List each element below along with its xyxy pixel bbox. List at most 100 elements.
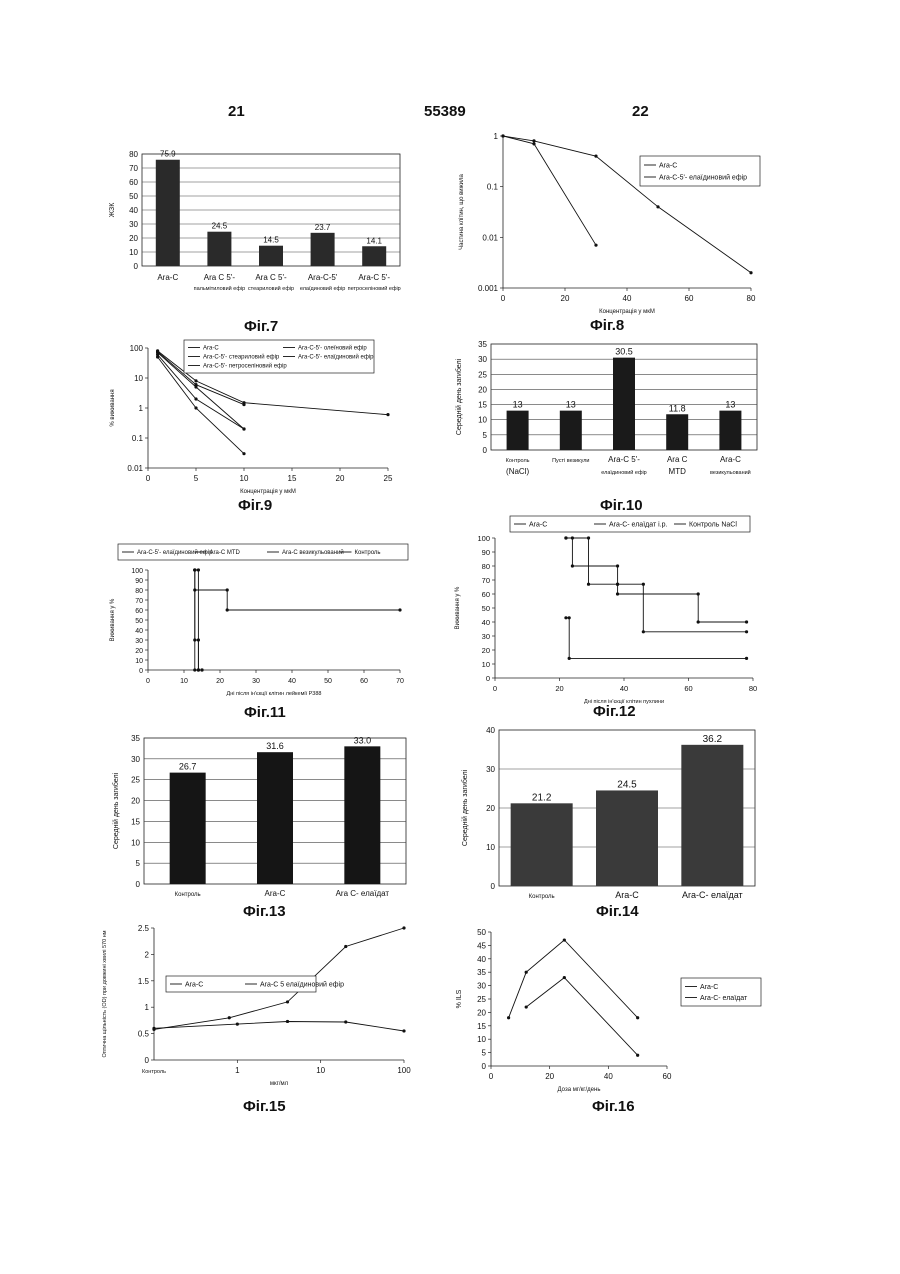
y-tick-label: 15 — [131, 817, 140, 826]
series-line — [195, 570, 199, 670]
category-label: Ara-C 5'- — [608, 455, 640, 464]
data-label: 23.7 — [315, 223, 331, 232]
category-label: Ara-C 5'- — [358, 273, 390, 282]
legend-entry: Ara-C-5'- елаїдиновий ефір — [137, 549, 213, 556]
y-tick-label: 20 — [135, 648, 143, 655]
data-point — [193, 568, 196, 571]
x-tick-label: 70 — [396, 678, 404, 685]
category-sublabel: елаїдиновий ефір — [601, 469, 647, 476]
category-sublabel: MTD — [669, 467, 687, 476]
data-label: 26.7 — [179, 762, 197, 772]
y-tick-label: 0.1 — [487, 183, 499, 192]
y-tick-label: 2 — [145, 950, 150, 959]
y-tick-label: 100 — [131, 568, 143, 575]
chart-fig9: 1001010.10.010510152025Концентрація у мк… — [100, 338, 400, 498]
y-tick-label: 50 — [477, 928, 486, 937]
x-axis-label: Концентрація у мкМ — [599, 309, 655, 315]
category-label: Ara C 5'- — [204, 273, 236, 282]
y-tick-label: 10 — [131, 838, 140, 847]
data-point — [402, 926, 405, 929]
bar — [596, 790, 658, 886]
y-tick-label: 10 — [135, 658, 143, 665]
y-tick-label: 10 — [134, 374, 143, 383]
page-number-left: 21 — [228, 103, 245, 120]
data-point — [656, 205, 659, 208]
data-label: 24.5 — [617, 779, 637, 790]
bar — [311, 233, 335, 266]
x-tick-label: 40 — [288, 678, 296, 685]
y-axis-label: Оптична щільність (OD) при довжині хвилі… — [102, 930, 108, 1057]
data-point — [636, 1016, 639, 1019]
y-tick-label: 20 — [131, 797, 140, 806]
y-tick-label: 80 — [129, 150, 138, 159]
data-point — [697, 620, 700, 623]
data-point — [242, 403, 245, 406]
category-sublabel: стеариловий ефір — [248, 285, 294, 292]
data-point — [194, 397, 197, 400]
y-tick-label: 30 — [129, 220, 138, 229]
legend-entry: Ara-C 5 елаїдиновий ефір — [260, 980, 344, 988]
y-tick-label: 0.01 — [482, 233, 498, 242]
x-tick-label: 0 — [501, 294, 506, 303]
y-tick-label: 40 — [482, 618, 490, 627]
x-tick-label: 60 — [663, 1072, 672, 1081]
y-tick-label: 40 — [486, 726, 495, 735]
bar — [344, 746, 380, 884]
y-tick-label: 25 — [478, 370, 487, 379]
y-tick-label: 25 — [131, 776, 140, 785]
y-tick-label: 20 — [477, 1008, 486, 1017]
x-tick-label: 15 — [288, 474, 297, 483]
data-point — [194, 383, 197, 386]
data-point — [386, 413, 389, 416]
data-point — [501, 134, 504, 137]
y-tick-label: 100 — [130, 344, 144, 353]
x-axis-label: Доза мг/кг/день — [558, 1087, 601, 1093]
y-tick-label: 50 — [135, 618, 143, 625]
y-tick-label: 35 — [477, 968, 486, 977]
y-tick-label: 10 — [486, 843, 495, 852]
y-tick-label: 30 — [478, 355, 487, 364]
fig10-caption: Фіг.10 — [600, 497, 643, 514]
y-tick-label: 30 — [131, 755, 140, 764]
x-tick-label: 10 — [180, 678, 188, 685]
data-point — [193, 668, 196, 671]
data-point — [594, 244, 597, 247]
bar — [719, 411, 741, 450]
category-sublabel: везикульований — [710, 469, 751, 476]
x-tick-label: 80 — [747, 294, 756, 303]
y-tick-label: 0 — [486, 674, 490, 683]
y-tick-label: 2.5 — [138, 924, 150, 933]
data-point — [242, 427, 245, 430]
chart-fig16: 051015202530354045500204060Доза мг/кг/де… — [455, 924, 775, 1094]
bar — [362, 246, 386, 266]
y-tick-label: 90 — [135, 578, 143, 585]
y-tick-label: 10 — [478, 416, 487, 425]
x-tick-label: 20 — [545, 1072, 554, 1081]
legend-entry: Ara-C — [700, 984, 718, 991]
data-label: 11.8 — [669, 403, 686, 413]
data-label: 13 — [566, 400, 576, 410]
legend-entry: Ara-C- елаїдат — [700, 995, 748, 1002]
data-point — [616, 564, 619, 567]
y-tick-label: 20 — [486, 804, 495, 813]
y-tick-label: 0 — [482, 1062, 487, 1071]
data-point — [532, 142, 535, 145]
data-point — [525, 971, 528, 974]
y-tick-label: 20 — [478, 385, 487, 394]
data-label: 31.6 — [266, 741, 284, 751]
fig14-caption: Фіг.14 — [596, 903, 639, 920]
y-axis-label: ЖЗК — [109, 202, 116, 218]
data-point — [587, 583, 590, 586]
legend-entry: Ara-C — [185, 981, 203, 988]
legend-entry: Ara-C-5'- елаїдиновий ефір — [659, 173, 747, 181]
bar — [666, 414, 688, 450]
y-axis-label: Частина клітин, що вижила — [459, 174, 465, 250]
y-tick-label: 40 — [129, 206, 138, 215]
fig12-caption: Фіг.12 — [593, 703, 636, 720]
data-point — [507, 1016, 510, 1019]
data-label: 14.5 — [263, 236, 279, 245]
y-tick-label: 60 — [129, 178, 138, 187]
x-tick-label: 30 — [252, 678, 260, 685]
series-line — [526, 978, 638, 1056]
bar — [613, 358, 635, 450]
